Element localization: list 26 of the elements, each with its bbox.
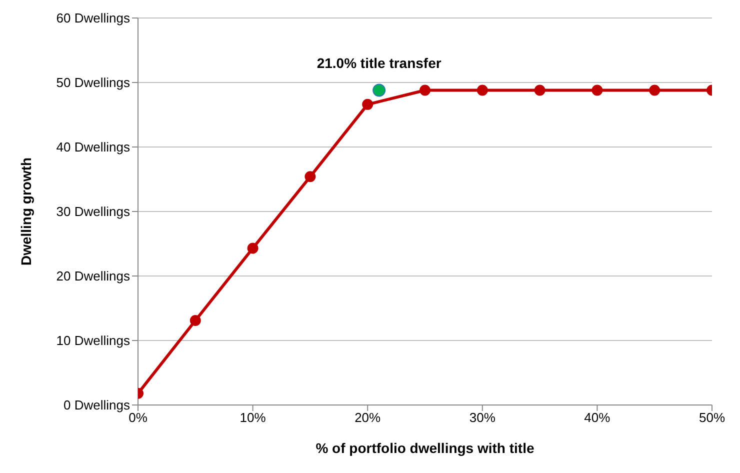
point: [420, 84, 430, 96]
y-tick-label: 50 Dwellings: [56, 75, 130, 90]
y-tick-label: 10 Dwellings: [56, 333, 130, 348]
x-axis-title: % of portfolio dwellings with title: [316, 440, 534, 456]
point: [649, 84, 660, 96]
point: [362, 98, 374, 110]
point: [304, 171, 316, 182]
y-tick-label: 0 Dwellings: [64, 398, 130, 413]
point: [247, 242, 258, 254]
x-tick-label: 0%: [128, 410, 148, 426]
x-tick-label: 40%: [584, 410, 611, 426]
point: [372, 84, 386, 97]
point: [592, 84, 603, 96]
y-tick-label: 40 Dwellings: [56, 140, 130, 155]
x-tick-label: 10%: [240, 410, 266, 426]
x-tick-label: 20%: [354, 410, 382, 426]
x-tick-label: 30%: [469, 410, 496, 426]
y-axis-title: Dwelling growth: [18, 157, 34, 266]
point: [534, 84, 546, 96]
y-tick-label: 20 Dwellings: [56, 268, 130, 284]
point: [476, 84, 488, 96]
x-tick-label: 50%: [698, 410, 726, 426]
annotation: 21.0% title transfer: [316, 55, 442, 72]
y-tick-label: 30 Dwellings: [56, 204, 130, 220]
point: [190, 315, 201, 326]
y-tick-label: 60 Dwellings: [56, 10, 130, 26]
